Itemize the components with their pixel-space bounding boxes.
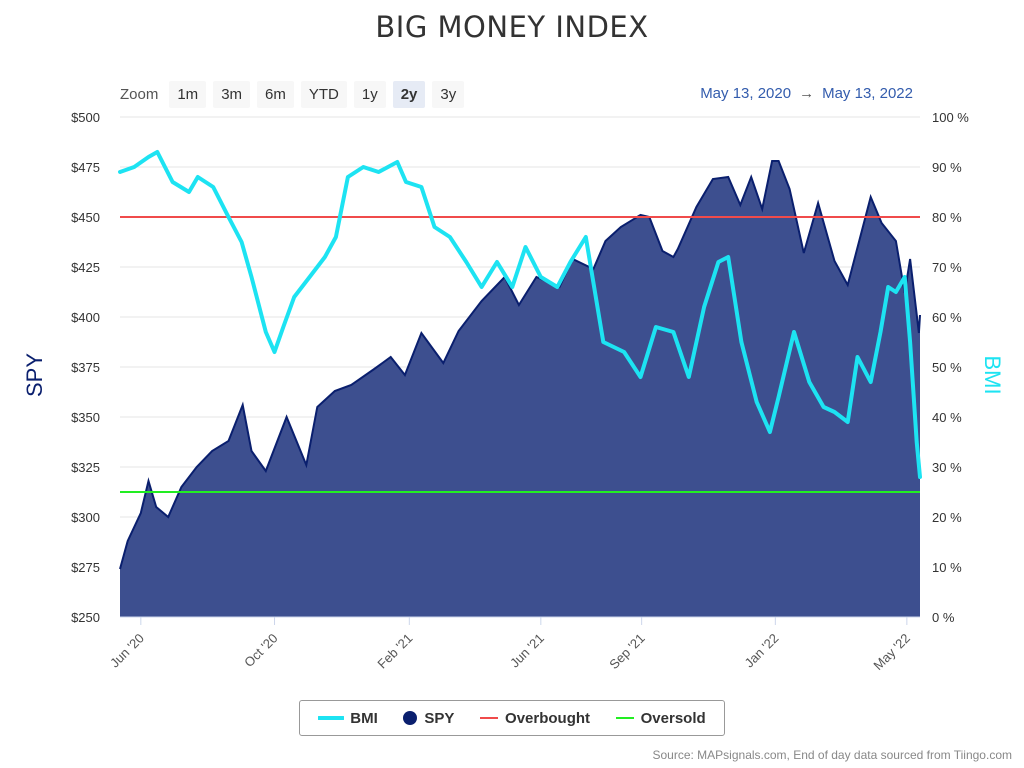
bmi-line [118, 150, 922, 479]
x-tick-label: Oct '20 [241, 631, 280, 670]
y-right-tick-label: 20 % [932, 510, 962, 525]
x-tick-label: Sep '21 [606, 631, 647, 672]
y-right-tick-label: 0 % [932, 610, 955, 625]
y-right-tick-label: 50 % [932, 360, 962, 375]
x-tick-label: May '22 [870, 631, 913, 674]
x-tick-label: Jun '21 [507, 631, 547, 671]
x-tick-label: Jan '22 [742, 631, 782, 671]
zoom-1m-button[interactable]: 1m [169, 80, 207, 108]
y-left-tick-label: $300 [71, 510, 100, 525]
zoom-2y-button[interactable]: 2y [392, 80, 426, 108]
y-left-tick-label: $375 [71, 360, 100, 375]
bmi-line-icon [318, 716, 345, 720]
y-left-tick-label: $450 [71, 210, 100, 225]
y-axis-left-title: SPY [22, 353, 47, 397]
legend-label-bmi: BMI [350, 709, 378, 727]
y-right-tick-label: 80 % [932, 210, 962, 225]
date-range: May 13, 2020 → May 13, 2022 [700, 85, 913, 102]
legend: BMI SPY Overbought Oversold [299, 700, 725, 736]
y-right-tick-label: 10 % [932, 560, 962, 575]
zoom-label: Zoom [120, 85, 159, 103]
zoom-3m-button[interactable]: 3m [213, 80, 251, 108]
date-to[interactable]: May 13, 2022 [822, 85, 913, 102]
zoom-1y-button[interactable]: 1y [353, 80, 386, 108]
legend-item-overbought[interactable]: Overbought [479, 710, 590, 727]
y-left-tick-label: $350 [71, 410, 100, 425]
y-left-tick-label: $500 [71, 110, 100, 125]
legend-item-bmi[interactable]: BMI [318, 710, 378, 727]
zoom-3y-button[interactable]: 3y [432, 80, 465, 108]
y-left-tick-label: $475 [71, 160, 100, 175]
legend-item-oversold[interactable]: Oversold [615, 710, 706, 727]
y-left-tick-label: $400 [71, 310, 100, 325]
y-right-tick-label: 30 % [932, 460, 962, 475]
y-left-tick-label: $250 [71, 610, 100, 625]
legend-label-oversold: Oversold [640, 709, 706, 727]
overbought-line-icon [480, 717, 499, 719]
zoom-6m-button[interactable]: 6m [257, 80, 294, 108]
y-right-tick-label: 60 % [932, 310, 962, 325]
legend-label-spy: SPY [424, 709, 455, 727]
y-right-tick-label: 40 % [932, 410, 962, 425]
spy-dot-icon [403, 711, 418, 725]
zoom-bar: Zoom 1m 3m 6m YTD 1y 2y 3y [120, 80, 465, 108]
y-axis-left-ticks: $250 $275 $300 $325 $350 $375 $400 $425 $450 $475… [71, 110, 100, 625]
x-tick-label: Feb '21 [374, 631, 415, 672]
x-tick-label: Jun '20 [107, 631, 147, 671]
y-right-tick-label: 70 % [932, 260, 962, 275]
legend-label-overbought: Overbought [505, 709, 591, 727]
spy-area [120, 161, 920, 617]
source-credit: Source: MAPsignals.com, End of day data … [652, 748, 1012, 762]
y-left-tick-label: $425 [71, 260, 100, 275]
y-left-tick-label: $325 [71, 460, 100, 475]
chart-area[interactable]: $250 $275 $300 $325 $350 $375 $400 $425 $450 $475… [0, 0, 1024, 700]
zoom-ytd-button[interactable]: YTD [300, 80, 347, 108]
y-axis-right-title: BMI [980, 355, 1005, 394]
range-arrow-icon: → [799, 85, 815, 102]
chart-title: BIG MONEY INDEX [375, 10, 649, 44]
y-axis-right-ticks: 0 % 10 % 20 % 30 % 40 % 50 % 60 % 70 % 80 % 90 % 1… [932, 110, 969, 625]
y-right-tick-label: 90 % [932, 160, 962, 175]
legend-item-spy[interactable]: SPY [402, 710, 454, 727]
y-right-tick-label: 100 % [932, 110, 969, 125]
oversold-line-icon [615, 717, 634, 719]
date-from[interactable]: May 13, 2020 [700, 85, 792, 102]
x-axis-ticks: Jun '20 Oct '20 Feb '21 Jun '21 Sep '21 Jan '… [107, 616, 920, 674]
y-left-tick-label: $275 [71, 560, 100, 575]
